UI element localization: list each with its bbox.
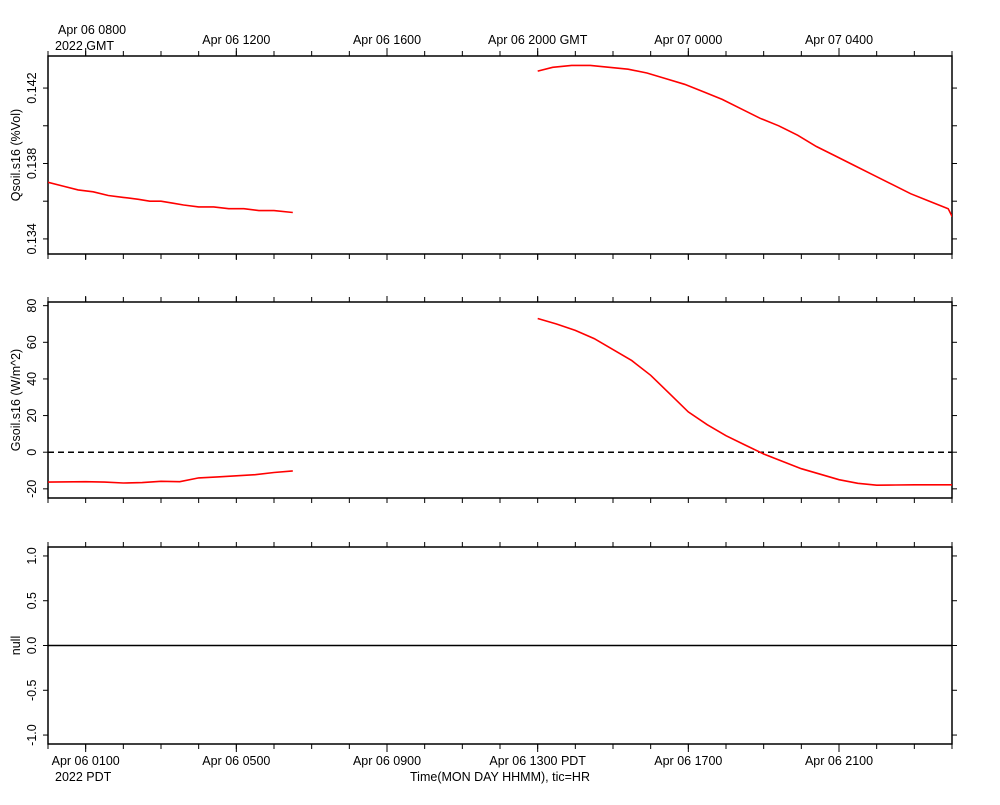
- y-tick-label: 80: [25, 299, 39, 313]
- plot-frame-1: [47, 55, 953, 255]
- plot-frame-2: [47, 301, 953, 499]
- series-line-segment-1: [48, 181, 293, 214]
- y-tick-label: 0: [25, 449, 39, 456]
- y-axis-title: null: [9, 636, 23, 655]
- pdt-tick-label: Apr 06 1700: [654, 754, 722, 768]
- pdt-tick-label: Apr 06 0500: [202, 754, 270, 768]
- y-tick-label: 20: [25, 409, 39, 423]
- y-tick-label: 0.138: [25, 148, 39, 179]
- pdt-tick-label: Apr 06 0900: [353, 754, 421, 768]
- y-tick-label: 0.0: [25, 637, 39, 654]
- pdt-year-label: 2022 PDT: [55, 770, 112, 784]
- y-tick-label: 0.142: [25, 72, 39, 103]
- y-tick-label: -1.0: [25, 724, 39, 746]
- series-line-segment-2: [537, 64, 952, 218]
- gmt-tick-label: Apr 06 0800: [58, 23, 126, 37]
- y-axis-title: Qsoil.s16 (%Vol): [9, 109, 23, 201]
- series-line-segment-2: [537, 317, 952, 487]
- y-axis-title: Gsoil.s16 (W/m^2): [9, 349, 23, 451]
- y-tick-label: 0.5: [25, 592, 39, 609]
- x-axis-title: Time(MON DAY HHMM), tic=HR: [410, 770, 590, 784]
- y-tick-label: 1.0: [25, 547, 39, 564]
- gmt-tick-label: Apr 07 0400: [805, 33, 873, 47]
- gmt-tick-label: Apr 07 0000: [654, 33, 722, 47]
- y-tick-label: 60: [25, 335, 39, 349]
- gmt-year-label: 2022 GMT: [55, 39, 114, 53]
- y-tick-label: -20: [25, 480, 39, 498]
- gmt-tick-label: Apr 06 1200: [202, 33, 270, 47]
- pdt-tick-label: Apr 06 0100: [52, 754, 120, 768]
- gmt-tick-label: Apr 06 1600: [353, 33, 421, 47]
- pdt-tick-label: Apr 06 2100: [805, 754, 873, 768]
- y-tick-label: 0.134: [25, 223, 39, 254]
- pdt-tick-label: Apr 06 1300 PDT: [489, 754, 586, 768]
- gmt-tick-label: Apr 06 2000 GMT: [488, 33, 588, 47]
- series-line-segment-1: [48, 470, 293, 484]
- y-tick-label: -0.5: [25, 679, 39, 701]
- y-tick-label: 40: [25, 372, 39, 386]
